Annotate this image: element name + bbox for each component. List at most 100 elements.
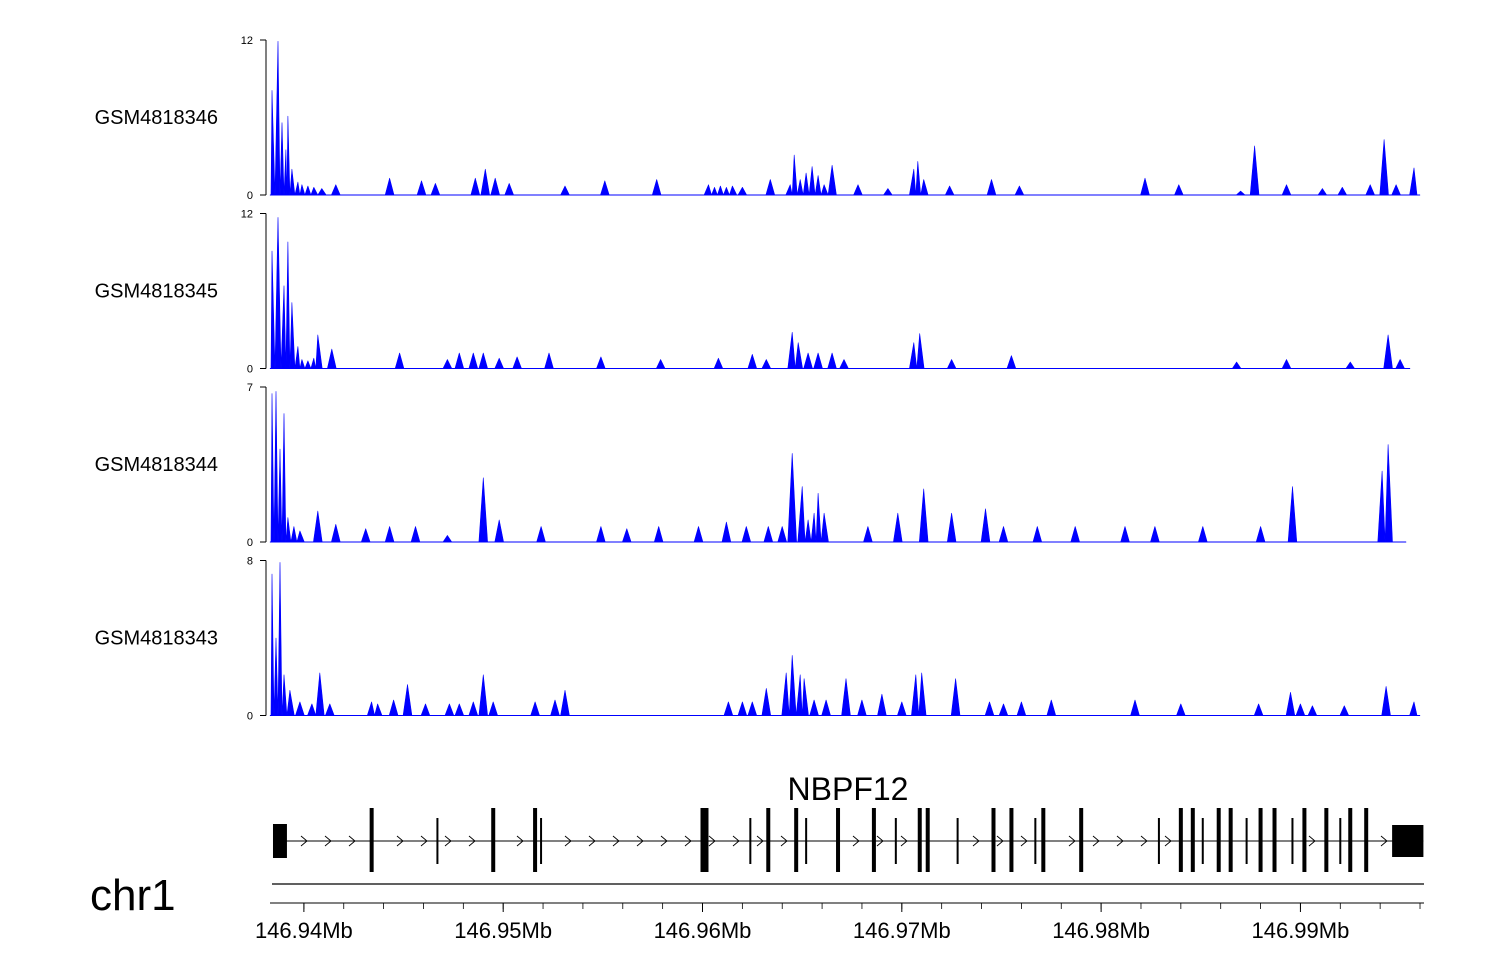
strand-arrow: [444, 835, 452, 847]
exon: [766, 808, 771, 872]
strand-arrow: [1164, 835, 1172, 847]
exon: [1034, 818, 1037, 864]
x-tick-label: 146.94Mb: [255, 918, 353, 943]
track-label: GSM4818343: [95, 628, 218, 650]
strand-arrow: [516, 835, 524, 847]
strand-arrow: [996, 835, 1004, 847]
track-gsm4818345: GSM4818345 12 0: [95, 209, 1411, 376]
y-tick-label-max: 7: [247, 382, 253, 394]
strand-arrow: [852, 835, 860, 847]
track-gsm4818343: GSM4818343 8 0: [95, 556, 1421, 723]
y-tick-label-min: 0: [247, 537, 253, 549]
coverage-area: [269, 217, 1411, 369]
exon: [491, 808, 496, 872]
coverage-tracks: GSM4818346120GSM4818345120GSM481834470GS…: [95, 35, 1421, 723]
exon: [956, 818, 959, 864]
exon: [917, 808, 922, 872]
y-tick-label-min: 0: [247, 190, 253, 202]
exon: [1258, 808, 1263, 872]
strand-arrow: [1140, 835, 1148, 847]
x-tick-label: 146.97Mb: [853, 918, 951, 943]
x-tick-label: 146.95Mb: [454, 918, 552, 943]
strand-arrow: [708, 835, 716, 847]
strand-arrow: [1116, 835, 1124, 847]
track-label: GSM4818346: [95, 107, 218, 129]
exon: [1201, 818, 1204, 864]
strand-arrow: [732, 835, 740, 847]
y-tick-label-min: 0: [247, 711, 253, 723]
exon: [836, 808, 841, 872]
strand-arrow: [1020, 835, 1028, 847]
coverage-area: [269, 391, 1407, 543]
exon: [1324, 808, 1329, 872]
track-gsm4818344: GSM4818344 7 0: [95, 382, 1407, 549]
exon: [991, 808, 996, 872]
x-tick-label: 146.96Mb: [654, 918, 752, 943]
coverage-area: [269, 41, 1421, 196]
genomic-axis: 146.94Mb 146.95Mb 146.96Mb 146.97Mb 146.98Mb…: [255, 902, 1424, 943]
y-tick-label-max: 8: [247, 556, 253, 568]
exon: [1178, 808, 1183, 872]
strand-arrow: [636, 835, 644, 847]
exon: [1228, 808, 1233, 872]
exon: [436, 818, 439, 864]
exon: [1190, 808, 1195, 872]
y-tick-label-min: 0: [247, 364, 253, 376]
chromosome-label: chr1: [90, 871, 176, 920]
coverage-area: [269, 562, 1421, 716]
exon: [1348, 808, 1353, 872]
strand-arrow: [324, 835, 332, 847]
strand-arrow: [1380, 835, 1388, 847]
strand-arrow: [972, 835, 980, 847]
exon: [1216, 808, 1221, 872]
gene-model: [272, 808, 1424, 872]
strand-arrow: [756, 835, 764, 847]
exon: [1302, 808, 1307, 872]
x-tick-label: 146.99Mb: [1251, 918, 1349, 943]
strand-arrow: [900, 835, 908, 847]
exon: [1157, 818, 1160, 864]
exon: [925, 808, 930, 872]
exon: [369, 808, 374, 872]
exon: [794, 808, 799, 872]
strand-arrow: [300, 835, 308, 847]
strand-arrow: [1092, 835, 1100, 847]
y-tick-label-max: 12: [241, 35, 253, 47]
x-tick-label: 146.98Mb: [1052, 918, 1150, 943]
exon: [704, 808, 709, 872]
strand-arrow: [420, 835, 428, 847]
exon: [1041, 808, 1046, 872]
strand-arrow: [780, 835, 788, 847]
strand-arrow: [1068, 835, 1076, 847]
strand-arrow: [876, 835, 884, 847]
strand-arrow: [1308, 835, 1316, 847]
exon: [533, 808, 538, 872]
strand-arrow: [684, 835, 692, 847]
exon: [1272, 808, 1277, 872]
utr-block: [1392, 825, 1424, 857]
strand-arrow: [348, 835, 356, 847]
exon: [1079, 808, 1084, 872]
strand-arrow: [564, 835, 572, 847]
exon: [805, 818, 808, 864]
exon: [1291, 818, 1294, 864]
exon: [700, 808, 705, 872]
exon: [749, 818, 752, 864]
utr-block: [272, 824, 287, 858]
exon: [1364, 808, 1369, 872]
exon: [1339, 818, 1342, 864]
strand-arrow: [660, 835, 668, 847]
strand-arrow: [396, 835, 404, 847]
strand-arrow: [612, 835, 620, 847]
exon: [871, 808, 876, 872]
strand-arrow: [588, 835, 596, 847]
exon: [540, 818, 543, 864]
strand-arrow: [468, 835, 476, 847]
exon: [894, 818, 897, 864]
track-label: GSM4818344: [95, 454, 218, 476]
track-gsm4818346: GSM4818346 12 0: [95, 35, 1421, 202]
exon: [1009, 808, 1014, 872]
track-label: GSM4818345: [95, 281, 218, 303]
exon: [1245, 818, 1248, 864]
